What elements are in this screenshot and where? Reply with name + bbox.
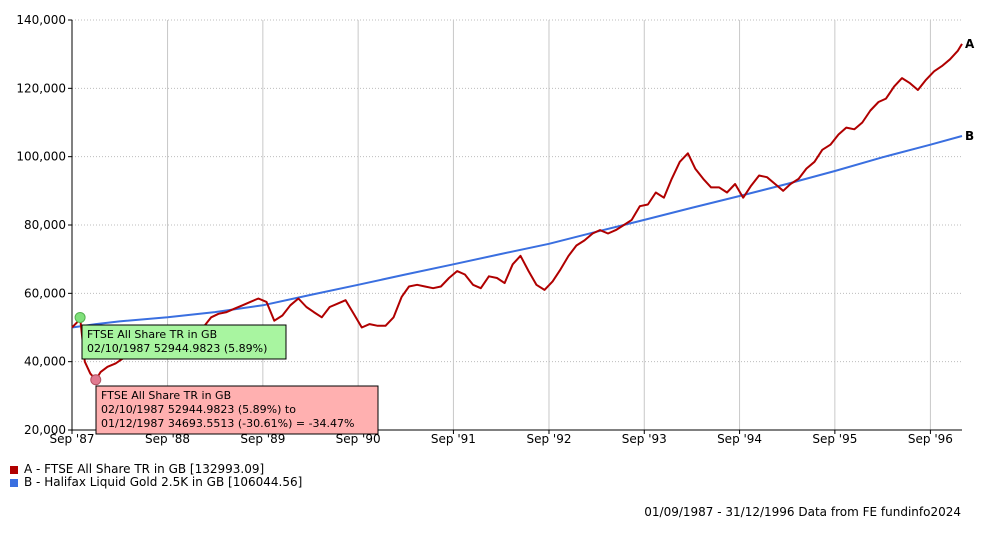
x-tick-label: Sep '95 xyxy=(812,432,857,446)
legend-label-a: A - FTSE All Share TR in GB [132993.09] xyxy=(24,462,265,476)
x-tick-label: Sep '88 xyxy=(145,432,190,446)
data-source-footer: 01/09/1987 - 31/12/1996 Data from FE fun… xyxy=(644,505,961,519)
series-end-label-b: B xyxy=(965,129,974,143)
legend-swatch-b xyxy=(10,478,18,487)
legend-label-b: B - Halifax Liquid Gold 2.5K in GB [1060… xyxy=(24,475,303,489)
y-tick-label: 80,000 xyxy=(24,218,66,232)
x-tick-label: Sep '89 xyxy=(240,432,285,446)
y-tick-label: 20,000 xyxy=(24,423,66,437)
x-tick-label: Sep '94 xyxy=(717,432,762,446)
x-tick-label: Sep '93 xyxy=(622,432,667,446)
y-tick-label: 40,000 xyxy=(24,355,66,369)
legend: A - FTSE All Share TR in GB [132993.09] … xyxy=(10,463,302,489)
x-tick-label: Sep '92 xyxy=(526,432,571,446)
y-tick-label: 140,000 xyxy=(16,13,66,27)
series-line-b[interactable] xyxy=(71,135,963,329)
y-tick-label: 120,000 xyxy=(16,81,66,95)
x-tick-label: Sep '96 xyxy=(908,432,953,446)
tooltip-drawdown-box xyxy=(95,385,379,435)
tooltip-marker-peak[interactable] xyxy=(74,311,86,323)
legend-item-a[interactable]: A - FTSE All Share TR in GB [132993.09] xyxy=(10,463,302,476)
legend-item-b[interactable]: B - Halifax Liquid Gold 2.5K in GB [1060… xyxy=(10,476,302,489)
y-tick-label: 100,000 xyxy=(16,150,66,164)
x-tick-label: Sep '87 xyxy=(50,432,95,446)
tooltip-peak-line: FTSE All Share TR in GB xyxy=(87,328,217,341)
y-tick-label: 60,000 xyxy=(24,286,66,300)
tooltip-drawdown-line: 01/12/1987 34693.5513 (-30.61%) = -34.47… xyxy=(101,417,355,430)
line-chart: 20,000 40,000 60,000 80,000 100,000 120,000 14… xyxy=(16,13,975,446)
legend-swatch-a xyxy=(10,465,18,474)
tooltip-marker-trough[interactable] xyxy=(90,374,102,386)
tooltip-peak-box xyxy=(81,324,287,360)
x-tick-label: Sep '91 xyxy=(431,432,476,446)
series-end-label-a: A xyxy=(965,37,975,51)
tooltip-peak-line: 02/10/1987 52944.9823 (5.89%) xyxy=(87,342,267,355)
tooltip-drawdown-line: FTSE All Share TR in GB xyxy=(101,389,231,402)
tooltip-drawdown-line: 02/10/1987 52944.9823 (5.89%) to xyxy=(101,403,296,416)
x-tick-label: Sep '90 xyxy=(336,432,381,446)
